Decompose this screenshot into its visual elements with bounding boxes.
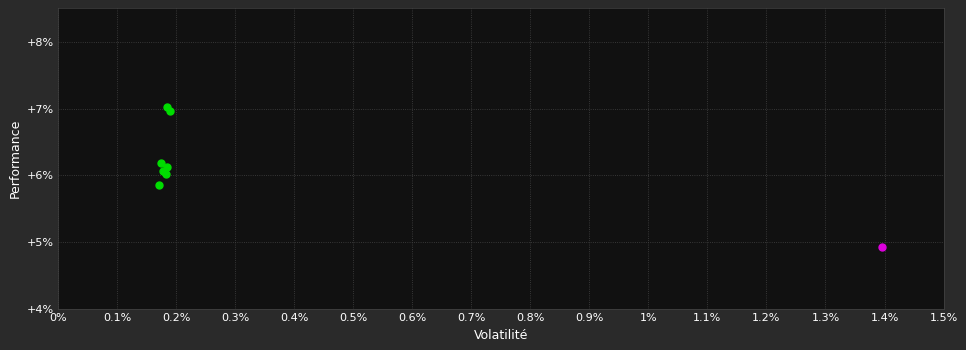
Point	[156, 168, 171, 174]
Point	[154, 161, 169, 166]
Point	[157, 171, 173, 177]
Point	[159, 104, 175, 110]
Point	[159, 164, 175, 170]
X-axis label: Volatilité: Volatilité	[473, 329, 528, 342]
Point	[874, 244, 890, 250]
Point	[162, 108, 178, 113]
Point	[151, 183, 166, 188]
Y-axis label: Performance: Performance	[9, 119, 21, 198]
